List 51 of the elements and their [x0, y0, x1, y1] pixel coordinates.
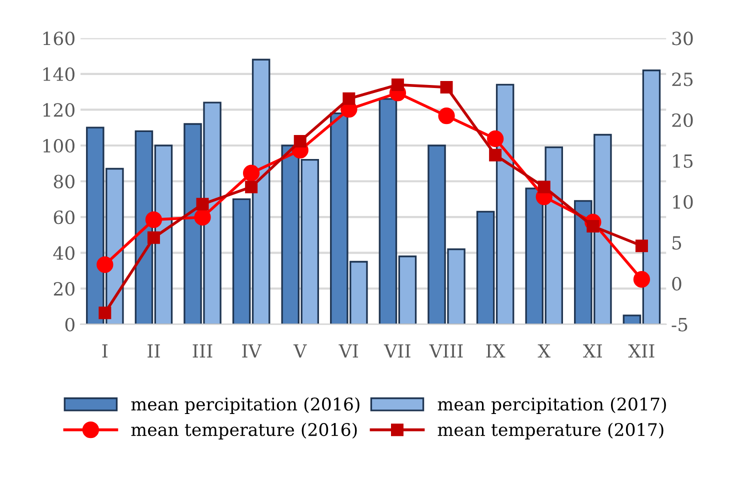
legend-label: mean percipitation (2017): [438, 397, 666, 414]
y-tick-label: 120: [43, 103, 74, 117]
legend-label: mean temperature (2017): [438, 422, 664, 440]
point: [635, 240, 648, 252]
point: [538, 180, 550, 194]
y2-tick-label: 5: [672, 236, 682, 250]
x-tick-label: XI: [583, 344, 602, 358]
x-tick-label: V: [293, 344, 307, 358]
y-tick-label: 80: [54, 174, 74, 188]
legend-label: mean percipitation (2016): [131, 397, 360, 414]
y-tick-label: 160: [43, 32, 74, 46]
y2-tick-label: 25: [672, 72, 693, 86]
point: [489, 148, 502, 162]
legend-label: mean temperature (2016): [131, 422, 357, 440]
y2-tick-label: 30: [672, 32, 693, 46]
point: [196, 198, 209, 210]
point: [391, 78, 404, 92]
point: [294, 134, 306, 148]
point: [147, 231, 160, 244]
x-tick-label: III: [192, 344, 212, 358]
point: [145, 211, 162, 228]
point: [194, 208, 211, 226]
point: [440, 80, 453, 94]
y-tick-label: 60: [54, 210, 74, 224]
y2-tick-label: 0: [672, 276, 682, 291]
x-tick-label: VI: [338, 344, 358, 358]
point: [438, 108, 455, 124]
y-tick-label: 20: [54, 282, 74, 296]
point: [96, 256, 114, 273]
y2-tick-label: 20: [672, 113, 693, 128]
x-tick-label: VII: [384, 344, 410, 358]
y-tick-label: 100: [43, 138, 74, 153]
y2-tick-label: 10: [673, 195, 693, 209]
point: [242, 164, 260, 182]
x-tick-label: IV: [242, 344, 262, 358]
x-tick-label: XII: [628, 344, 654, 358]
x-tick-label: IX: [486, 344, 506, 358]
point: [486, 130, 504, 148]
x-tick-label: VIII: [429, 344, 463, 358]
x-tick-label: II: [148, 344, 160, 358]
x-tick-label: X: [538, 344, 550, 358]
point: [633, 271, 650, 288]
point: [342, 92, 356, 105]
y2-tick-label: 15: [673, 154, 693, 168]
x-tick-label: I: [102, 344, 108, 358]
y2-tick-label: -5: [672, 318, 688, 332]
y-tick-label: 140: [43, 67, 74, 82]
point: [98, 306, 112, 320]
y-tick-label: 0: [65, 318, 74, 332]
point: [245, 180, 258, 194]
y-tick-label: 40: [53, 246, 74, 260]
